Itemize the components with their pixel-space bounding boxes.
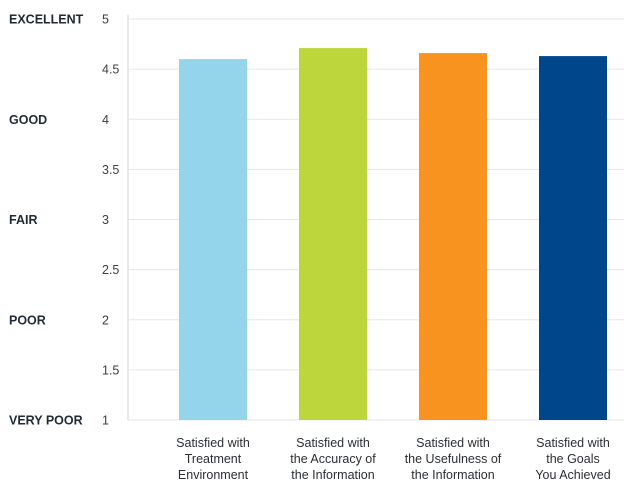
y-tick-label: 5 — [102, 13, 109, 27]
x-category-label: the Goals — [546, 452, 600, 466]
y-tick-label: 3.5 — [102, 163, 119, 177]
y-tick-label: 2.5 — [102, 263, 119, 277]
x-category-label: Treatment — [185, 452, 242, 466]
rating-label: FAIR — [9, 213, 37, 227]
x-category-label: Satisfied with — [296, 436, 370, 450]
category-labels: Satisfied with Treatment Environment Satisf… — [176, 436, 611, 482]
bars — [179, 48, 607, 421]
y-tick-label: 3 — [102, 213, 109, 227]
x-category-label: the Information — [291, 468, 374, 482]
x-category-label: the Information — [411, 468, 494, 482]
bar — [539, 56, 607, 420]
rating-label: POOR — [9, 313, 46, 327]
bar — [179, 59, 247, 420]
x-category-label: the Accuracy of — [290, 452, 376, 466]
x-category-label: the Usefulness of — [405, 452, 502, 466]
y-tick-label: 1 — [102, 414, 109, 428]
y-tick-label: 4.5 — [102, 63, 119, 77]
x-category-label: You Achieved — [535, 468, 610, 482]
bar — [419, 53, 487, 421]
y-tick-label: 2 — [102, 313, 109, 327]
x-category-label: Environment — [178, 468, 249, 482]
y-tick-label: 1.5 — [102, 363, 119, 377]
y-tick-labels: 1 1.5 2 2.5 3 3.5 4 4.5 5 — [102, 13, 119, 428]
y-tick-label: 4 — [102, 113, 109, 127]
x-category-label: Satisfied with — [176, 436, 250, 450]
x-category-label: Satisfied with — [536, 436, 610, 450]
rating-labels: EXCELLENT GOOD FAIR POOR VERY POOR — [9, 13, 84, 428]
rating-label: VERY POOR — [9, 414, 83, 428]
rating-label: GOOD — [9, 113, 47, 127]
bar — [299, 48, 367, 420]
rating-label: EXCELLENT — [9, 13, 84, 27]
x-category-label: Satisfied with — [416, 436, 490, 450]
